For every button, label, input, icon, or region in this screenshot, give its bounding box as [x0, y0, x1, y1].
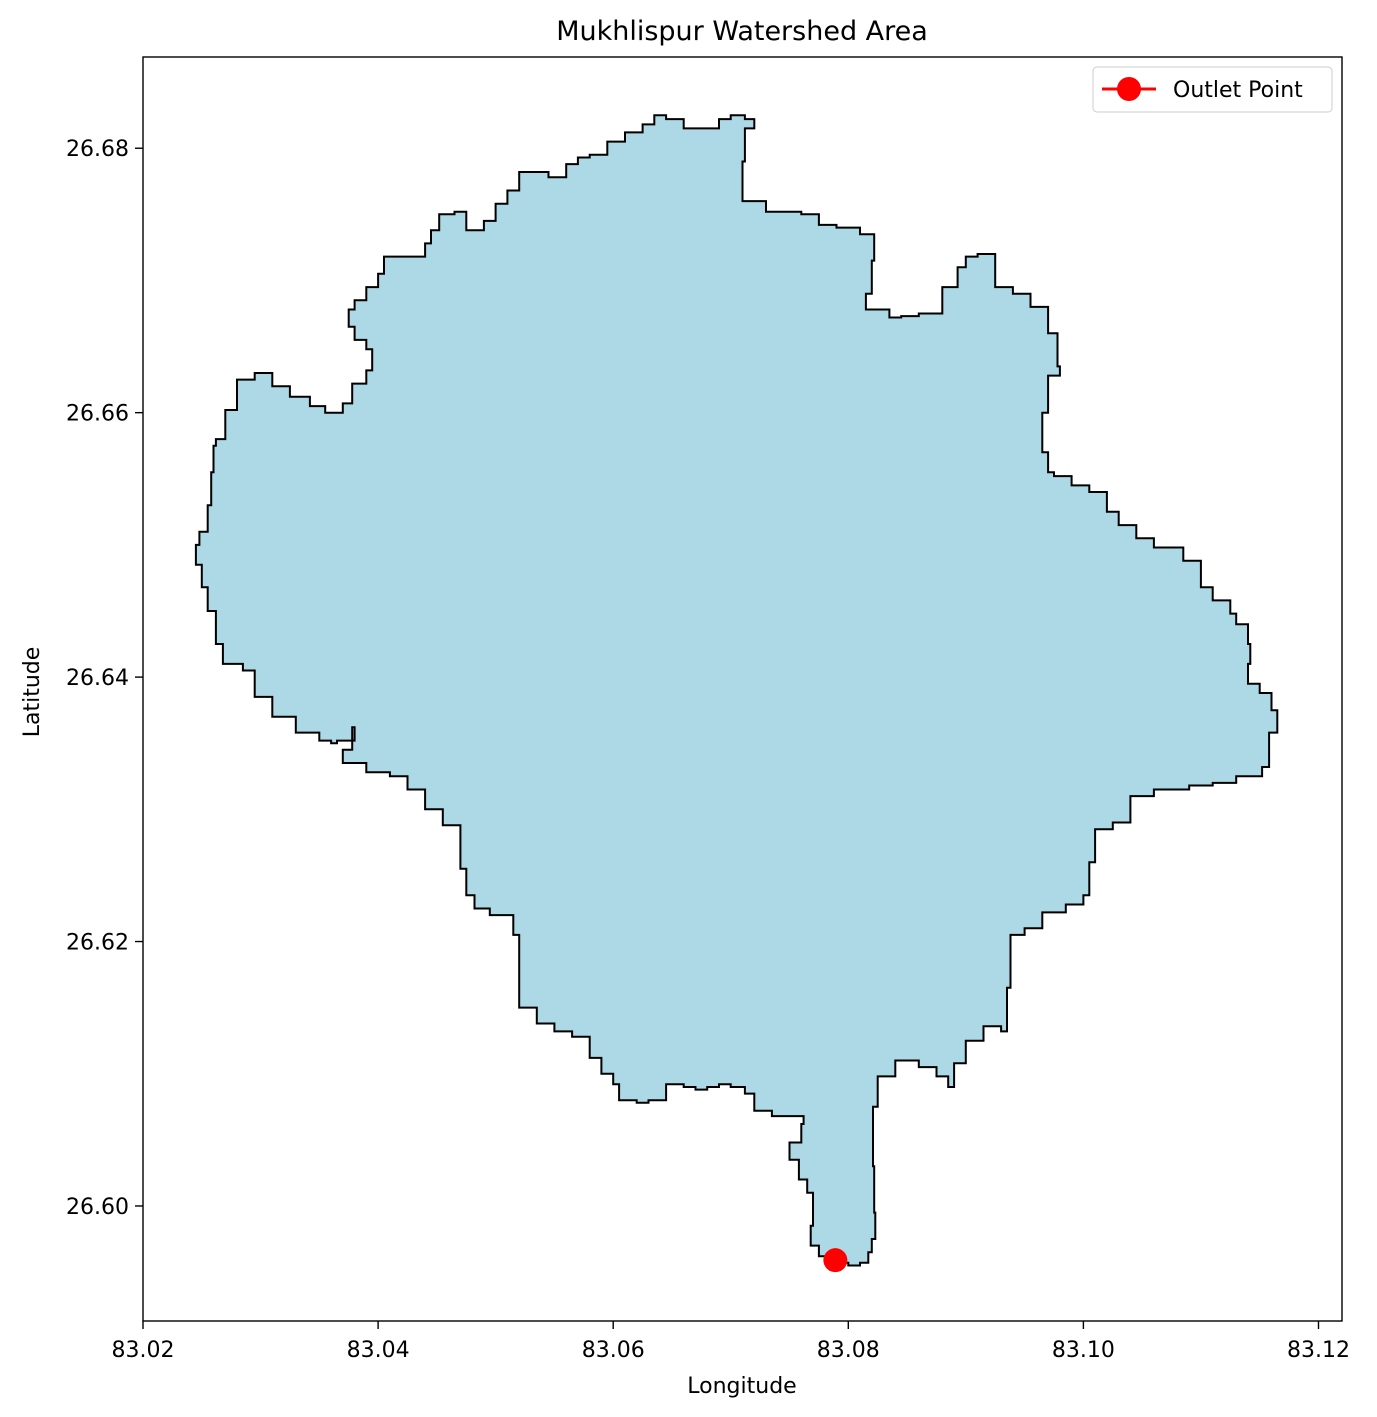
y-axis: 26.60 26.62 26.64 26.66 26.68 — [66, 137, 143, 1220]
legend-dot-marker — [1117, 77, 1141, 101]
outlet-point-marker — [823, 1248, 848, 1273]
x-tick-label: 83.10 — [1052, 1338, 1115, 1363]
plot-area — [142, 56, 1343, 1322]
y-tick-label: 26.60 — [66, 1195, 129, 1220]
watershed-polygon — [194, 114, 1279, 1267]
y-tick-label: 26.64 — [66, 666, 129, 691]
legend: Outlet Point — [1092, 66, 1333, 113]
chart-title: Mukhlispur Watershed Area — [556, 16, 928, 47]
x-tick-label: 83.06 — [582, 1338, 645, 1363]
x-axis-label: Longitude — [687, 1374, 796, 1399]
x-tick-label: 83.08 — [817, 1338, 880, 1363]
x-axis: 83.02 83.04 83.06 83.08 83.10 83.12 — [112, 1321, 1350, 1363]
outlet-layer — [823, 1248, 848, 1273]
y-axis-label: Latitude — [20, 647, 45, 738]
legend-box — [1092, 66, 1333, 113]
plot-frame — [142, 56, 1343, 1322]
legend-label-outlet: Outlet Point — [1173, 78, 1303, 103]
x-tick-label: 83.12 — [1287, 1338, 1350, 1363]
x-tick-label: 83.02 — [112, 1338, 175, 1363]
y-tick-label: 26.62 — [66, 931, 129, 956]
y-tick-label: 26.66 — [66, 402, 129, 427]
x-tick-label: 83.04 — [347, 1338, 410, 1363]
y-tick-label: 26.68 — [66, 137, 129, 162]
watershed-layer — [194, 114, 1279, 1267]
